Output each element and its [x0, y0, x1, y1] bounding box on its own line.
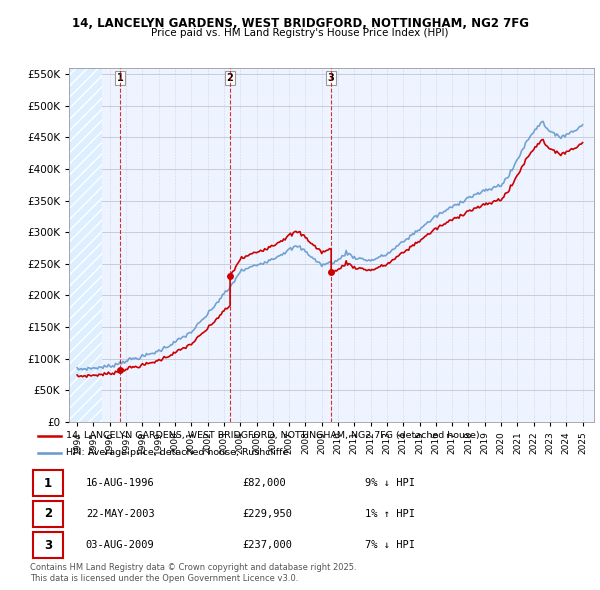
Text: £82,000: £82,000 — [242, 478, 286, 488]
Text: 1% ↑ HPI: 1% ↑ HPI — [365, 509, 415, 519]
Text: 16-AUG-1996: 16-AUG-1996 — [86, 478, 155, 488]
FancyBboxPatch shape — [33, 532, 64, 558]
Text: 7% ↓ HPI: 7% ↓ HPI — [365, 540, 415, 550]
FancyBboxPatch shape — [33, 501, 64, 527]
Text: 1: 1 — [44, 477, 52, 490]
Text: 1: 1 — [116, 73, 123, 83]
Text: Price paid vs. HM Land Registry's House Price Index (HPI): Price paid vs. HM Land Registry's House … — [151, 28, 449, 38]
Text: 3: 3 — [44, 539, 52, 552]
FancyBboxPatch shape — [33, 470, 64, 496]
Text: 2: 2 — [44, 507, 52, 520]
Text: HPI: Average price, detached house, Rushcliffe: HPI: Average price, detached house, Rush… — [66, 448, 289, 457]
Text: 2: 2 — [227, 73, 233, 83]
Text: 03-AUG-2009: 03-AUG-2009 — [86, 540, 155, 550]
Text: £237,000: £237,000 — [242, 540, 292, 550]
Text: 22-MAY-2003: 22-MAY-2003 — [86, 509, 155, 519]
Text: 9% ↓ HPI: 9% ↓ HPI — [365, 478, 415, 488]
Text: 3: 3 — [328, 73, 335, 83]
Text: 14, LANCELYN GARDENS, WEST BRIDGFORD, NOTTINGHAM, NG2 7FG (detached house): 14, LANCELYN GARDENS, WEST BRIDGFORD, NO… — [66, 431, 480, 440]
Text: Contains HM Land Registry data © Crown copyright and database right 2025.
This d: Contains HM Land Registry data © Crown c… — [30, 563, 356, 583]
Text: 14, LANCELYN GARDENS, WEST BRIDGFORD, NOTTINGHAM, NG2 7FG: 14, LANCELYN GARDENS, WEST BRIDGFORD, NO… — [71, 17, 529, 30]
Text: £229,950: £229,950 — [242, 509, 292, 519]
Bar — [69, 68, 101, 422]
